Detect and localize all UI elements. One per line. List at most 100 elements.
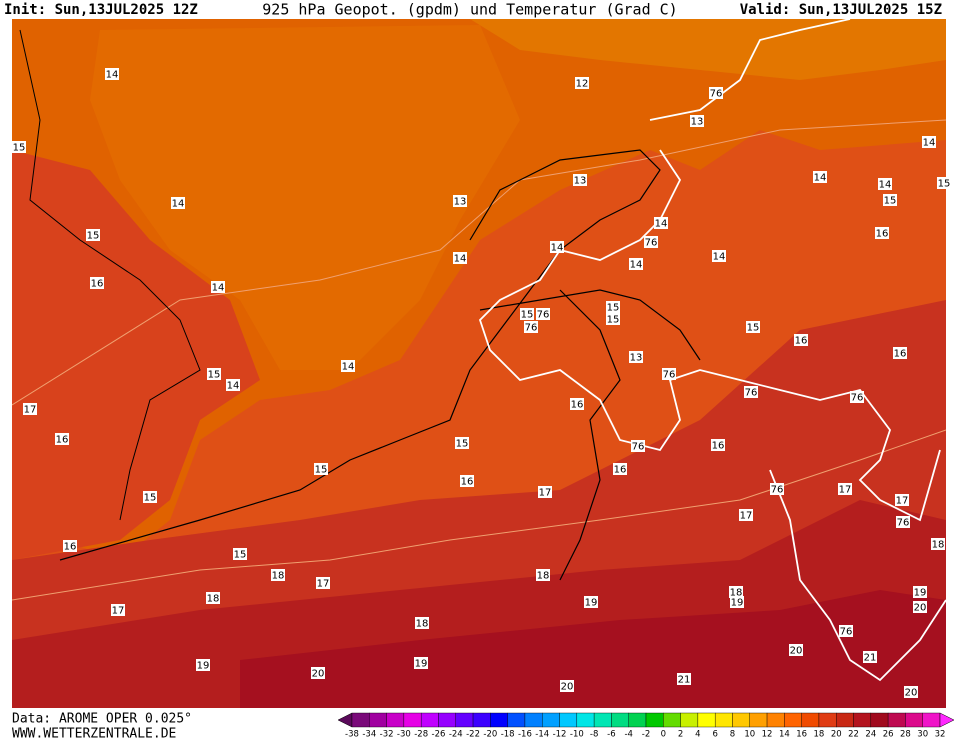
colorbar-box — [818, 712, 837, 728]
contour-label-box — [739, 509, 753, 521]
colorbar-box — [420, 712, 439, 728]
contour-label: 15 — [747, 323, 760, 334]
contour-label-box — [211, 281, 225, 293]
colorbar-box — [593, 712, 612, 728]
colorbar-label: 8 — [730, 730, 735, 740]
colorbar-box — [784, 712, 802, 728]
temp-13-region — [90, 25, 520, 370]
contour-label: 20 — [312, 669, 325, 680]
isotherm — [12, 429, 946, 601]
colorbar-box — [542, 712, 560, 728]
contour-label: 16 — [795, 336, 808, 347]
contour-label: 20 — [561, 682, 574, 693]
contour-label-box — [86, 229, 100, 241]
colorbar-arrow — [939, 712, 955, 728]
contour-label-box — [904, 686, 918, 698]
contour-label-box — [453, 195, 467, 207]
contour-label-box — [206, 592, 220, 604]
contour-label-box — [314, 463, 328, 475]
contour-label-box — [613, 463, 627, 475]
contour-label-box — [341, 360, 355, 372]
contour-label: 17 — [539, 488, 552, 499]
contour-label: 16 — [571, 400, 584, 411]
contour-label: 17 — [112, 606, 125, 617]
colorbar-label: -34 — [362, 730, 376, 740]
contour-label-box — [105, 68, 119, 80]
colorbar-label: 2 — [678, 730, 683, 740]
colorbar-label: -30 — [397, 730, 411, 740]
contour-label: 19 — [415, 659, 428, 670]
contour-label: 76 — [745, 388, 758, 399]
colorbar-arrow — [337, 712, 353, 728]
contour-label-box — [662, 368, 676, 380]
contour-label: 14 — [879, 180, 892, 191]
contour-label-box — [709, 87, 723, 99]
colorbar-box — [490, 712, 508, 728]
contour-label-box — [520, 308, 534, 320]
colorbar-box — [351, 712, 370, 728]
contour-label: 76 — [710, 89, 723, 100]
contour-label-box — [839, 625, 853, 637]
contour-label-box — [143, 491, 157, 503]
contour-label-box — [644, 236, 658, 248]
contour-label-box — [893, 347, 907, 359]
colorbar-box — [403, 712, 422, 728]
contour-label: 17 — [317, 579, 330, 590]
colorbar-box — [853, 712, 872, 728]
colorbar-box — [524, 712, 543, 728]
contour-label: 14 — [172, 199, 185, 210]
contour-label-box — [171, 197, 185, 209]
contour-label: 13 — [691, 117, 704, 128]
colorbar-box — [766, 712, 785, 728]
contour-label: 17 — [839, 485, 852, 496]
contour-label: 76 — [897, 518, 910, 529]
colorbar-label: -12 — [553, 730, 567, 740]
colorbar-box — [801, 712, 820, 728]
contour-label: 12 — [576, 79, 589, 90]
contour-label: 19 — [585, 598, 598, 609]
colorbar-label: 26 — [883, 730, 894, 740]
contour-label: 18 — [272, 571, 285, 582]
contour-label: 14 — [655, 219, 668, 230]
contour-label: 76 — [663, 370, 676, 381]
colorbar-box — [455, 712, 474, 728]
contour-label-box — [573, 174, 587, 186]
contour-label-box — [677, 673, 691, 685]
border — [19, 29, 201, 521]
contour-label-box — [575, 77, 589, 89]
contour-label: 76 — [840, 627, 853, 638]
contour-label-box — [913, 586, 927, 598]
contour-label-box — [111, 604, 125, 616]
colorbar-box — [507, 712, 526, 728]
contour-label-box — [196, 659, 210, 671]
colorbar-label: 20 — [831, 730, 842, 740]
contour-label-box — [311, 667, 325, 679]
temp-20-region — [240, 590, 946, 708]
contour-label: 17 — [896, 496, 909, 507]
contour-label: 20 — [790, 646, 803, 657]
contour-label: 76 — [537, 310, 550, 321]
contour-label-box — [654, 217, 668, 229]
contour-label-box — [538, 486, 552, 498]
website: WWW.WETTERZENTRALE.DE — [12, 727, 176, 741]
contour-label-box — [415, 617, 429, 629]
contour-label: 76 — [771, 485, 784, 496]
contour-label: 14 — [814, 173, 827, 184]
contour-label-box — [838, 483, 852, 495]
contour-label: 18 — [730, 588, 743, 599]
contour-label: 18 — [416, 619, 429, 630]
contour-label-box — [729, 586, 743, 598]
colorbar-box — [714, 712, 733, 728]
contour-label-box — [536, 308, 550, 320]
colorbar-box — [732, 712, 750, 728]
colorbar-label: 4 — [695, 730, 700, 740]
contour-label: 18 — [207, 594, 220, 605]
colorbar-label: 6 — [712, 730, 717, 740]
colorbar: -38 -34 -32 -30 -28 -26 -24 -22 -20 -18 -16 -14 -12-… — [337, 712, 955, 740]
contour-label: 76 — [525, 323, 538, 334]
contour-label: 16 — [614, 465, 627, 476]
colorbar-box — [472, 712, 491, 728]
contour-label: 15 — [208, 370, 221, 381]
contour-label-box — [460, 475, 474, 487]
